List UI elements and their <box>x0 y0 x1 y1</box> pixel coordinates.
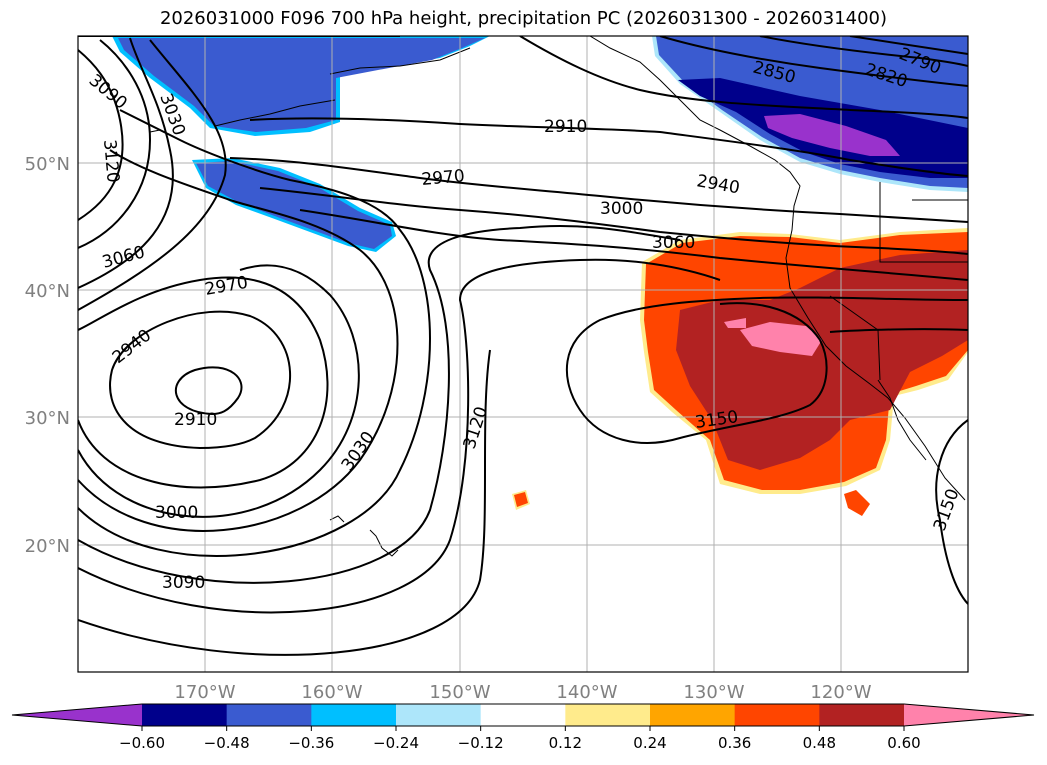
colorbar-tick-label: −0.24 <box>373 734 419 752</box>
lon-label: 160°W <box>301 682 362 703</box>
map-frame <box>77 35 969 673</box>
colorbar-tick-label: 0.60 <box>887 734 920 752</box>
positive-anomaly-region <box>676 250 968 470</box>
colorbar-tick-label: −0.12 <box>458 734 504 752</box>
map-title: 2026031000 F096 700 hPa height, precipit… <box>159 8 888 29</box>
colorbar-tick-label: 0.36 <box>718 734 751 752</box>
colorbar-segment <box>396 704 482 726</box>
negative-anomaly-region <box>118 38 485 132</box>
colorbar: −0.60 −0.48 −0.36 −0.24 −0.12 0.12 0.24 0.36 0.4… <box>11 703 1035 752</box>
contour-label: 3120 <box>99 139 123 184</box>
contour-label: 3000 <box>600 199 643 219</box>
colorbar-tick-label: −0.60 <box>119 734 165 752</box>
colorbar-tick-label: 0.48 <box>803 734 836 752</box>
contour-label: 3000 <box>155 503 198 523</box>
colorbar-segment <box>142 704 228 726</box>
positive-anomaly-region <box>740 322 822 356</box>
negative-anomaly-region <box>764 114 900 156</box>
colorbar-segment <box>311 704 397 726</box>
colorbar-extend-low <box>12 704 142 726</box>
contour-label: 3090 <box>162 573 205 593</box>
contour-label: 2910 <box>174 410 217 430</box>
colorbar-segment <box>819 704 905 726</box>
lon-label: 140°W <box>556 682 617 703</box>
lon-label: 150°W <box>429 682 490 703</box>
colorbar-segment <box>226 704 312 726</box>
lon-label: 130°W <box>683 682 744 703</box>
colorbar-extend-high <box>904 704 1034 726</box>
graticule <box>78 36 968 672</box>
contour-label: 3060 <box>652 233 695 253</box>
negative-anomaly-region <box>196 161 392 249</box>
colorbar-tick-label: −0.48 <box>204 734 250 752</box>
colorbar-tick-label: 0.12 <box>549 734 582 752</box>
lat-label: 50°N <box>25 154 70 175</box>
lon-label: 120°W <box>810 682 871 703</box>
lon-label: 170°W <box>174 682 235 703</box>
colorbar-segment <box>565 704 651 726</box>
colorbar-tick-label: −0.36 <box>288 734 334 752</box>
contour-label: 2910 <box>544 117 587 137</box>
positive-anomaly-region <box>844 490 870 516</box>
lat-label: 20°N <box>25 536 70 557</box>
colorbar-segment <box>650 704 736 726</box>
lat-label: 40°N <box>25 281 70 302</box>
colorbar-segment <box>734 704 820 726</box>
positive-anomaly-region <box>724 318 746 328</box>
positive-anomaly-region <box>514 492 528 507</box>
height-contours <box>78 36 968 656</box>
lat-label: 30°N <box>25 408 70 429</box>
colorbar-segment <box>480 704 566 726</box>
contour-label: 2970 <box>421 166 466 190</box>
colorbar-tick-label: 0.24 <box>633 734 666 752</box>
